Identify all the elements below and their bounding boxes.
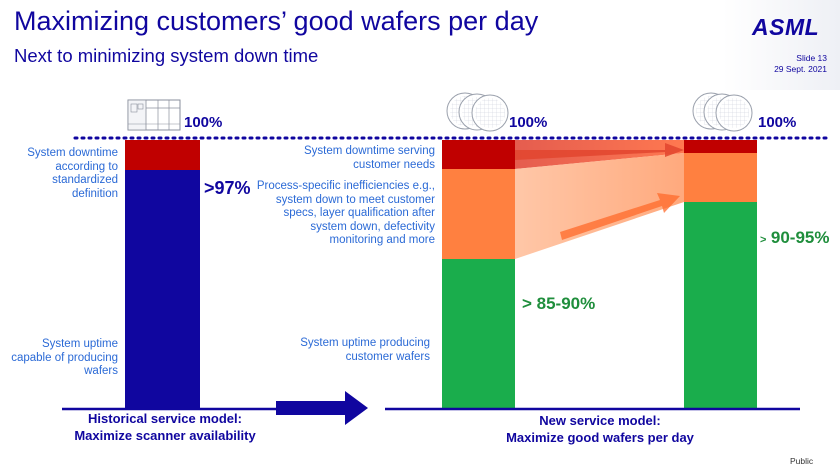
historical-uptime-segment — [125, 170, 200, 408]
historical-downtime-segment — [125, 140, 200, 170]
asml-logo: ASML — [752, 14, 820, 40]
slide-title: Maximizing customers’ good wafers per da… — [14, 6, 539, 36]
slide-number: Slide 13 — [796, 53, 827, 63]
historical-caption-line1: Historical service model: — [88, 411, 242, 426]
historical-caption-line2: Maximize scanner availability — [74, 428, 256, 443]
new-model-caption-line1: New service model: — [539, 413, 661, 428]
new-model-caption-line2: Maximize good wafers per day — [506, 430, 694, 445]
historical-downtime-label: System downtime according to standardize… — [27, 147, 118, 200]
inefficiency-flow — [515, 153, 684, 259]
header-background — [0, 0, 840, 90]
new-right-downtime-segment — [684, 140, 757, 153]
new-right-good-percent: > 90-95% — [760, 228, 830, 248]
historical-caption: Historical service model: Maximize scann… — [40, 410, 290, 444]
scanner-machine-icon — [127, 99, 181, 131]
new-right-good-value: 90-95% — [770, 228, 830, 247]
new-right-good-prefix: > — [760, 234, 767, 246]
new-right-top-percent: 100% — [758, 114, 797, 131]
new-left-inefficiency-segment — [442, 169, 515, 259]
historical-uptime-label: System uptime capable of producing wafer… — [11, 338, 118, 377]
wafer-stack-right-icon — [692, 92, 753, 132]
historical-top-percent: 100% — [184, 114, 223, 131]
new-left-top-percent: 100% — [509, 114, 548, 131]
classification-label: Public — [790, 456, 814, 466]
wafer-stack-left-icon — [446, 92, 509, 132]
new-left-good-segment — [442, 259, 515, 408]
new-right-good-segment — [684, 202, 757, 408]
inefficiency-flow-arrow — [560, 193, 680, 240]
new-model-caption: New service model: Maximize good wafers … — [455, 412, 745, 446]
slide-date: 29 Sept. 2021 — [774, 64, 827, 74]
new-downtime-label: System downtime serving customer needs — [303, 145, 435, 171]
transition-arrow-icon — [276, 391, 368, 425]
downtime-flow-arrow — [515, 143, 684, 160]
new-inefficiency-label: Process-specific inefficiencies e.g., sy… — [256, 180, 435, 246]
slide-subtitle: Next to minimizing system down time — [14, 45, 319, 66]
new-uptime-label: System uptime producing customer wafers — [300, 337, 430, 363]
new-left-downtime-segment — [442, 140, 515, 169]
historical-availability-percent: >97% — [204, 178, 251, 198]
new-left-good-percent: > 85-90% — [522, 294, 596, 313]
new-right-inefficiency-segment — [684, 153, 757, 202]
